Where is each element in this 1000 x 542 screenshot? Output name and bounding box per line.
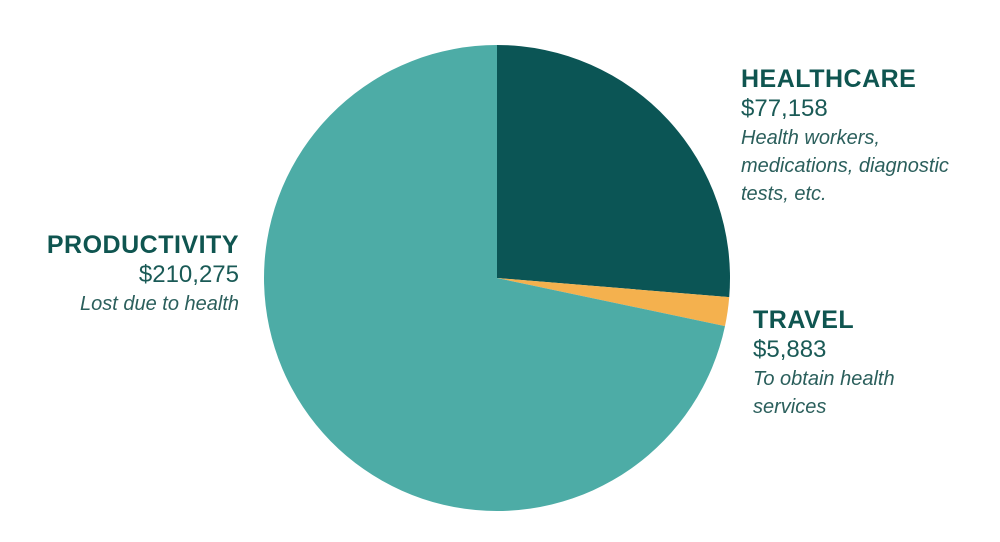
healthcare-category: HEALTHCARE [741,65,917,93]
pie-slice-healthcare [497,45,731,298]
productivity-description: Lost due to health [79,293,239,315]
productivity-amount: $210,275 [138,261,239,288]
productivity-category: PRODUCTIVITY [46,231,239,259]
travel-description: To obtain health services [753,368,895,418]
healthcare-amount: $77,158 [741,95,828,122]
travel-amount: $5,883 [753,336,827,363]
pie-slice-productivity [264,45,725,512]
productivity-label: PRODUCTIVITY $210,275 Lost due to health [0,230,239,318]
healthcare-description: Health workers, medications, diagnostic … [741,127,949,205]
healthcare-label: HEALTHCARE $77,158 Health workers, medic… [741,64,991,208]
travel-label: TRAVEL $5,883 To obtain health services [753,305,973,421]
pie-slice-travel [497,278,730,327]
travel-category: TRAVEL [753,306,855,334]
